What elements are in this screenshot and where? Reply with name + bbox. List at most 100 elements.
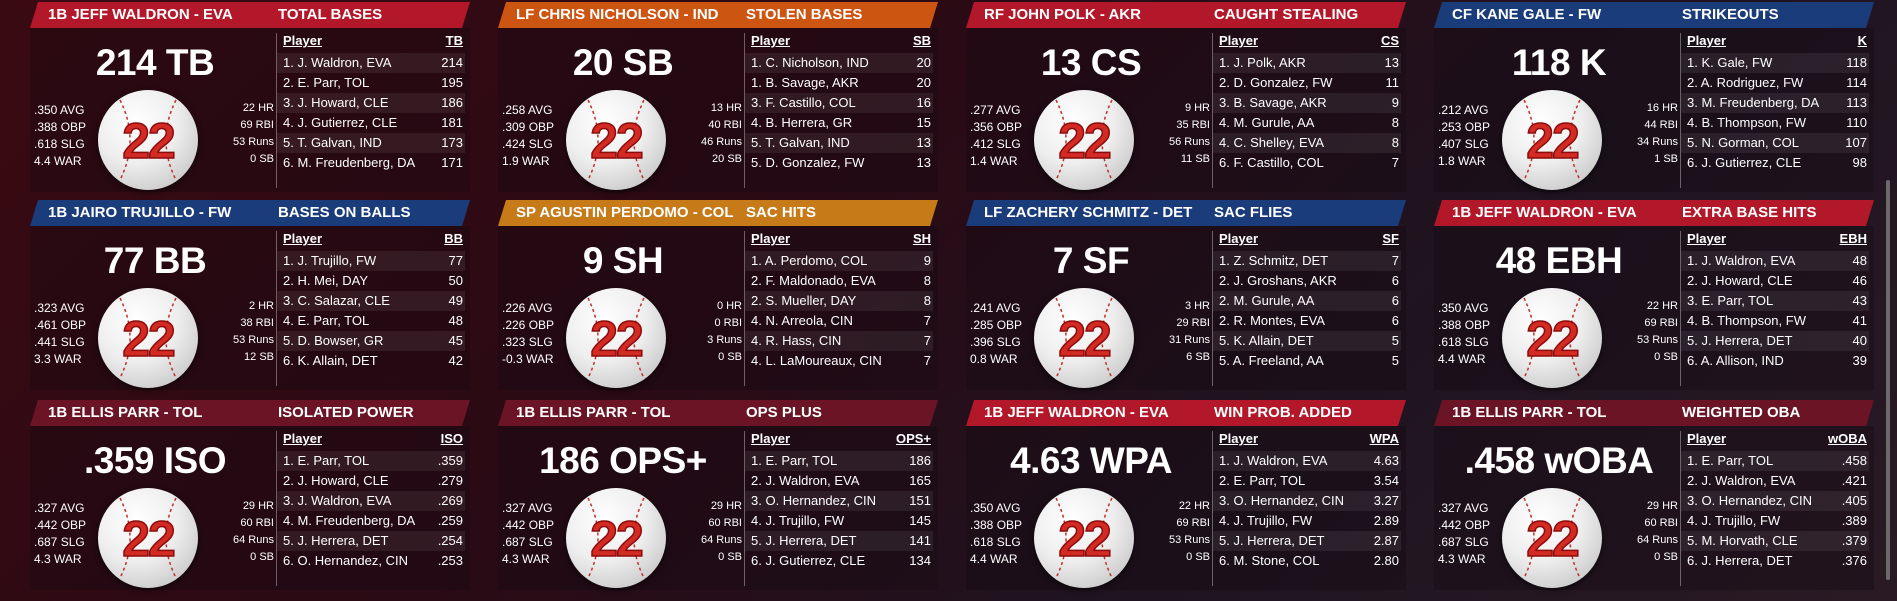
- table-row[interactable]: 2. F. Maldonado, EVA 8: [745, 271, 933, 291]
- table-row[interactable]: 2. A. Rodriguez, FW 114: [1681, 73, 1869, 93]
- table-row[interactable]: 1. J. Polk, AKR 13: [1213, 53, 1401, 73]
- stat-card[interactable]: SP AGUSTIN PERDOMO - COL SAC HITS 9 SH .226…: [498, 200, 958, 390]
- column-header-player[interactable]: Player: [1687, 33, 1727, 48]
- table-row[interactable]: 2. M. Gurule, AA 6: [1213, 291, 1401, 311]
- table-row[interactable]: 5. J. Herrera, DET .254: [277, 531, 465, 551]
- table-row[interactable]: 1. J. Waldron, EVA 4.63: [1213, 451, 1401, 471]
- column-header-stat[interactable]: CS: [1380, 33, 1399, 48]
- stat-card[interactable]: 1B ELLIS PARR - TOL ISOLATED POWER .359 IS…: [30, 400, 490, 590]
- table-row[interactable]: 2. S. Mueller, DAY 8: [745, 291, 933, 311]
- table-row[interactable]: 3. O. Hernandez, CIN 3.27: [1213, 491, 1401, 511]
- table-row[interactable]: 4. L. LaMoureaux, CIN 7: [745, 351, 933, 371]
- table-row[interactable]: 6. A. Allison, IND 39: [1681, 351, 1869, 371]
- column-header-stat[interactable]: SH: [912, 231, 931, 246]
- table-row[interactable]: 2. J. Howard, CLE 46: [1681, 271, 1869, 291]
- column-header-stat[interactable]: OPS+: [895, 431, 931, 446]
- table-row[interactable]: 6. K. Allain, DET 42: [277, 351, 465, 371]
- table-row[interactable]: 6. J. Gutierrez, CLE 98: [1681, 153, 1869, 173]
- column-header-stat[interactable]: SB: [912, 33, 931, 48]
- table-row[interactable]: 5. K. Allain, DET 5: [1213, 331, 1401, 351]
- table-row[interactable]: 3. O. Hernandez, CIN 151: [745, 491, 933, 511]
- table-row[interactable]: 5. J. Herrera, DET 40: [1681, 331, 1869, 351]
- table-row[interactable]: 4. B. Herrera, GR 15: [745, 113, 933, 133]
- column-header-player[interactable]: Player: [751, 33, 791, 48]
- table-row[interactable]: 1. C. Nicholson, IND 20: [745, 53, 933, 73]
- table-row[interactable]: 5. A. Freeland, AA 5: [1213, 351, 1401, 371]
- table-row[interactable]: 5. T. Galvan, IND 13: [745, 133, 933, 153]
- column-header-stat[interactable]: wOBA: [1828, 431, 1867, 446]
- table-row[interactable]: 1. Z. Schmitz, DET 7: [1213, 251, 1401, 271]
- column-header-stat[interactable]: BB: [444, 231, 463, 246]
- table-row[interactable]: 6. O. Hernandez, CIN .253: [277, 551, 465, 571]
- stat-card[interactable]: RF JOHN POLK - AKR CAUGHT STEALING 13 CS .2…: [966, 2, 1426, 192]
- table-row[interactable]: 3. F. Castillo, COL 16: [745, 93, 933, 113]
- table-row[interactable]: 5. M. Horvath, CLE .379: [1681, 531, 1869, 551]
- table-row[interactable]: 2. D. Gonzalez, FW 11: [1213, 73, 1401, 93]
- table-row[interactable]: 4. R. Hass, CIN 7: [745, 331, 933, 351]
- table-row[interactable]: 4. M. Freudenberg, DA .259: [277, 511, 465, 531]
- column-header-player[interactable]: Player: [283, 231, 323, 246]
- table-row[interactable]: 4. C. Shelley, EVA 8: [1213, 133, 1401, 153]
- column-header-stat[interactable]: ISO: [440, 431, 463, 446]
- table-row[interactable]: 2. H. Mei, DAY 50: [277, 271, 465, 291]
- table-row[interactable]: 2. J. Waldron, EVA .421: [1681, 471, 1869, 491]
- scrollbar[interactable]: [1886, 180, 1890, 580]
- column-header-player[interactable]: Player: [1219, 33, 1259, 48]
- column-header-stat[interactable]: WPA: [1369, 431, 1399, 446]
- table-row[interactable]: 1. K. Gale, FW 118: [1681, 53, 1869, 73]
- table-row[interactable]: 5. D. Gonzalez, FW 13: [745, 153, 933, 173]
- stat-card[interactable]: 1B ELLIS PARR - TOL OPS PLUS 186 OPS+ .327 …: [498, 400, 958, 590]
- stat-card[interactable]: 1B ELLIS PARR - TOL WEIGHTED OBA .458 wOBA…: [1434, 400, 1894, 590]
- table-row[interactable]: 2. J. Howard, CLE .279: [277, 471, 465, 491]
- table-row[interactable]: 3. E. Parr, TOL 43: [1681, 291, 1869, 311]
- stat-card[interactable]: 1B JEFF WALDRON - EVA EXTRA BASE HITS 48 E…: [1434, 200, 1894, 390]
- table-row[interactable]: 5. D. Bowser, GR 45: [277, 331, 465, 351]
- table-row[interactable]: 4. N. Arreola, CIN 7: [745, 311, 933, 331]
- table-row[interactable]: 4. J. Gutierrez, CLE 181: [277, 113, 465, 133]
- table-row[interactable]: 1. A. Perdomo, COL 9: [745, 251, 933, 271]
- column-header-stat[interactable]: SF: [1382, 231, 1399, 246]
- table-row[interactable]: 3. C. Salazar, CLE 49: [277, 291, 465, 311]
- table-row[interactable]: 3. O. Hernandez, CIN .405: [1681, 491, 1869, 511]
- stat-card[interactable]: 1B JEFF WALDRON - EVA WIN PROB. ADDED 4.63…: [966, 400, 1426, 590]
- column-header-stat[interactable]: K: [1857, 33, 1867, 48]
- table-row[interactable]: 4. J. Trujillo, FW .389: [1681, 511, 1869, 531]
- table-row[interactable]: 4. M. Gurule, AA 8: [1213, 113, 1401, 133]
- table-row[interactable]: 1. E. Parr, TOL .458: [1681, 451, 1869, 471]
- table-row[interactable]: 1. E. Parr, TOL 186: [745, 451, 933, 471]
- column-header-player[interactable]: Player: [751, 231, 791, 246]
- table-row[interactable]: 5. N. Gorman, COL 107: [1681, 133, 1869, 153]
- table-row[interactable]: 6. F. Castillo, COL 7: [1213, 153, 1401, 173]
- table-row[interactable]: 6. M. Freudenberg, DA 171: [277, 153, 465, 173]
- table-row[interactable]: 1. B. Savage, AKR 20: [745, 73, 933, 93]
- table-row[interactable]: 4. B. Thompson, FW 41: [1681, 311, 1869, 331]
- table-row[interactable]: 6. J. Gutierrez, CLE 134: [745, 551, 933, 571]
- table-row[interactable]: 5. J. Herrera, DET 2.87: [1213, 531, 1401, 551]
- table-row[interactable]: 4. J. Trujillo, FW 145: [745, 511, 933, 531]
- table-row[interactable]: 2. R. Montes, EVA 6: [1213, 311, 1401, 331]
- stat-card[interactable]: 1B JEFF WALDRON - EVA TOTAL BASES 214 TB .3…: [30, 2, 490, 192]
- stat-card[interactable]: LF CHRIS NICHOLSON - IND STOLEN BASES 20 S…: [498, 2, 958, 192]
- table-row[interactable]: 2. J. Waldron, EVA 165: [745, 471, 933, 491]
- table-row[interactable]: 3. J. Howard, CLE 186: [277, 93, 465, 113]
- table-row[interactable]: 1. J. Trujillo, FW 77: [277, 251, 465, 271]
- stat-card[interactable]: CF KANE GALE - FW STRIKEOUTS 118 K .212 AVG…: [1434, 2, 1894, 192]
- column-header-player[interactable]: Player: [1687, 431, 1727, 446]
- table-row[interactable]: 1. E. Parr, TOL .359: [277, 451, 465, 471]
- table-row[interactable]: 4. E. Parr, TOL 48: [277, 311, 465, 331]
- column-header-player[interactable]: Player: [283, 431, 323, 446]
- table-row[interactable]: 1. J. Waldron, EVA 214: [277, 53, 465, 73]
- stat-card[interactable]: 1B JAIRO TRUJILLO - FW BASES ON BALLS 77 B…: [30, 200, 490, 390]
- table-row[interactable]: 6. J. Herrera, DET .376: [1681, 551, 1869, 571]
- table-row[interactable]: 5. J. Herrera, DET 141: [745, 531, 933, 551]
- table-row[interactable]: 3. J. Waldron, EVA .269: [277, 491, 465, 511]
- column-header-stat[interactable]: TB: [445, 33, 463, 48]
- column-header-player[interactable]: Player: [1687, 231, 1727, 246]
- table-row[interactable]: 3. M. Freudenberg, DA 113: [1681, 93, 1869, 113]
- table-row[interactable]: 5. T. Galvan, IND 173: [277, 133, 465, 153]
- stat-card[interactable]: LF ZACHERY SCHMITZ - DET SAC FLIES 7 SF .24…: [966, 200, 1426, 390]
- table-row[interactable]: 2. J. Groshans, AKR 6: [1213, 271, 1401, 291]
- column-header-stat[interactable]: EBH: [1839, 231, 1867, 246]
- table-row[interactable]: 4. J. Trujillo, FW 2.89: [1213, 511, 1401, 531]
- column-header-player[interactable]: Player: [751, 431, 791, 446]
